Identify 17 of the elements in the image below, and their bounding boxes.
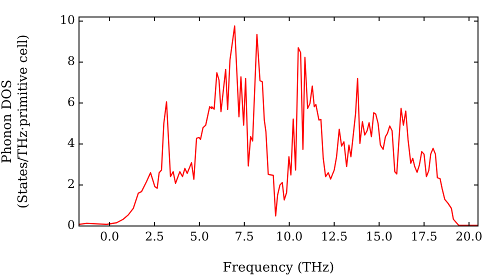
- x-tick-label: 12.5: [320, 229, 348, 244]
- x-tick-label: 0.0: [100, 229, 120, 244]
- x-tick-label: 5.0: [190, 229, 209, 244]
- x-axis-title: Frequency (THz): [222, 260, 334, 276]
- x-tick-label: 10.0: [276, 229, 303, 244]
- x-tick-label: 17.5: [410, 229, 438, 244]
- y-tick-label: 10: [60, 13, 75, 28]
- y-tick-label: 2: [67, 177, 75, 192]
- y-tick-label: 8: [67, 54, 75, 68]
- x-tick-label: 7.5: [234, 229, 254, 244]
- x-tick-label: 15.0: [366, 229, 393, 244]
- y-axis-title: Phonon DOS (States/THz·primitive cell): [0, 34, 31, 209]
- y-tick-label: 0: [67, 218, 75, 232]
- x-tick-label: 20.0: [456, 229, 482, 244]
- y-tick-label: 6: [67, 95, 75, 110]
- x-tick-label: 2.5: [144, 229, 164, 244]
- y-tick-label: 4: [67, 136, 76, 150]
